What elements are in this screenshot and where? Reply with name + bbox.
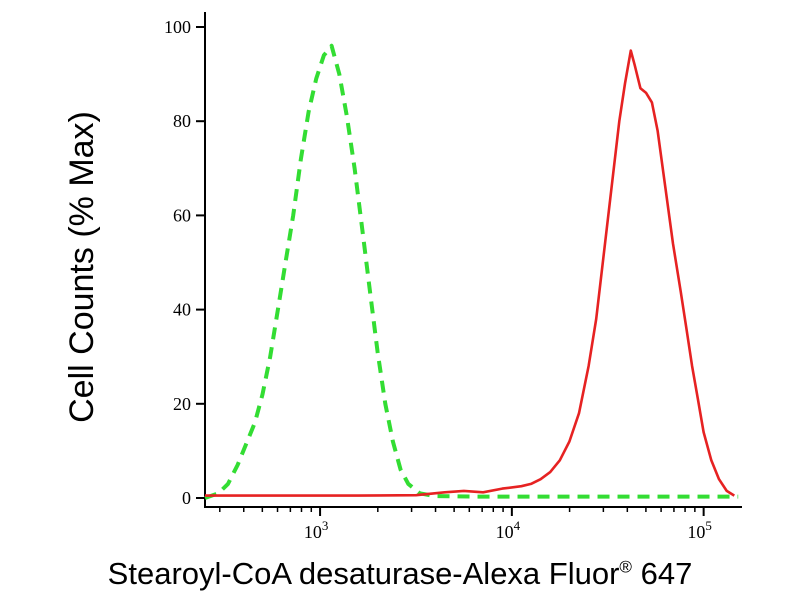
x-axis-title-main: Stearoyl-CoA desaturase-Alexa Fluor: [107, 556, 620, 591]
y-tick-label: 40: [173, 300, 191, 320]
y-tick-label: 20: [173, 394, 191, 414]
x-tick-label: 104: [496, 518, 521, 542]
x-tick-label: 103: [304, 518, 329, 542]
x-axis-title: Stearoyl-CoA desaturase-Alexa Fluor® 647: [0, 556, 800, 592]
y-tick-label: 80: [173, 111, 191, 131]
y-tick-label: 0: [182, 488, 191, 508]
y-tick-label: 60: [173, 205, 191, 225]
y-tick-label: 100: [164, 17, 191, 37]
x-axis-title-tail: 647: [631, 556, 693, 591]
green-dashed-curve: [204, 43, 739, 500]
red-solid-curve: [205, 49, 735, 497]
registered-trademark-symbol: ®: [619, 557, 632, 577]
x-tick-label: 105: [687, 518, 712, 542]
